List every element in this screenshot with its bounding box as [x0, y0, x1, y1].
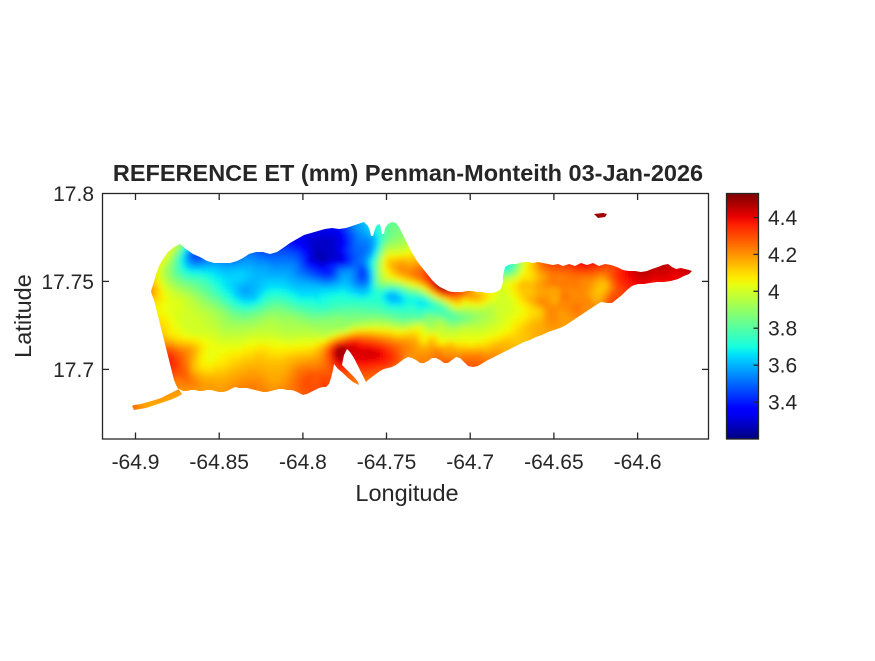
svg-text:-64.8: -64.8: [279, 451, 327, 474]
svg-text:4.2: 4.2: [768, 244, 797, 267]
svg-text:4.4: 4.4: [768, 207, 798, 230]
svg-text:17.8: 17.8: [53, 183, 94, 206]
svg-text:-64.85: -64.85: [189, 451, 249, 474]
svg-text:-64.6: -64.6: [614, 451, 662, 474]
svg-text:17.7: 17.7: [53, 359, 94, 382]
svg-text:17.75: 17.75: [41, 271, 94, 294]
svg-text:-64.75: -64.75: [357, 451, 417, 474]
svg-text:-64.9: -64.9: [112, 451, 160, 474]
svg-text:4: 4: [768, 281, 780, 304]
svg-text:3.4: 3.4: [768, 392, 798, 415]
svg-text:REFERENCE ET (mm) Penman-Monte: REFERENCE ET (mm) Penman-Monteith 03-Jan…: [113, 160, 703, 186]
svg-text:3.8: 3.8: [768, 318, 797, 341]
svg-text:-64.7: -64.7: [446, 451, 494, 474]
svg-text:Latitude: Latitude: [10, 274, 36, 358]
svg-text:-64.65: -64.65: [524, 451, 584, 474]
svg-text:3.6: 3.6: [768, 355, 797, 378]
svg-text:Longitude: Longitude: [355, 480, 458, 506]
